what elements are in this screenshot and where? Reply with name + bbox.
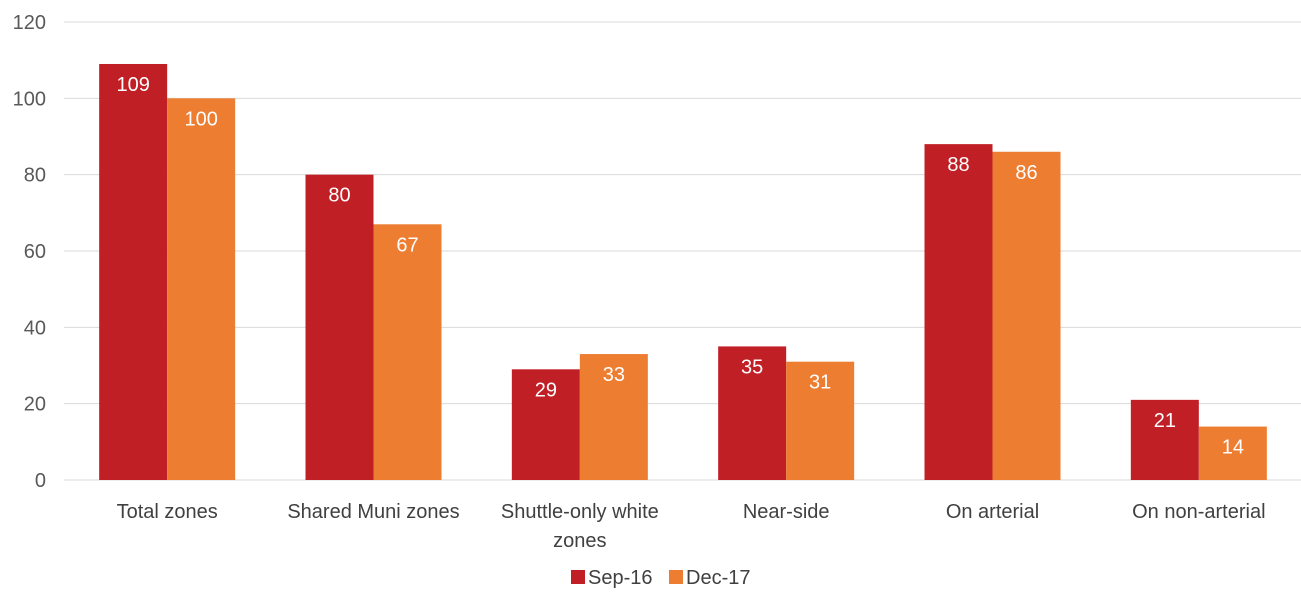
- bars: [99, 63, 1267, 480]
- x-tick-label: On non-arterial: [1132, 501, 1265, 523]
- y-tick-label: 60: [24, 241, 46, 263]
- bar: [1130, 399, 1199, 480]
- x-tick-label: On arterial: [946, 501, 1039, 523]
- data-label: 31: [809, 372, 831, 394]
- x-tick-label: zones: [553, 530, 606, 552]
- gridlines: [64, 21, 1301, 481]
- data-label: 109: [116, 74, 149, 96]
- y-tick-label: 20: [24, 394, 46, 416]
- bar: [718, 346, 787, 480]
- x-tick-label: Shared Muni zones: [287, 501, 459, 523]
- bar: [99, 63, 168, 480]
- x-tick-label: Total zones: [117, 501, 218, 523]
- data-label: 88: [947, 154, 969, 176]
- bar: [1198, 426, 1267, 480]
- legend-label: Sep-16: [588, 567, 653, 589]
- x-axis: Total zones Shared Muni zones Shuttle-only…: [117, 501, 1266, 552]
- bar: [305, 174, 374, 480]
- data-label: 14: [1222, 437, 1244, 459]
- legend-label: Dec-17: [686, 567, 750, 589]
- data-label: 33: [603, 364, 625, 386]
- y-tick-label: 80: [24, 165, 46, 187]
- data-label: 29: [535, 379, 557, 401]
- bar: [579, 354, 648, 480]
- bar: [924, 144, 993, 480]
- data-label: 86: [1015, 162, 1037, 184]
- legend-item: Dec-17: [669, 567, 750, 589]
- data-label: 100: [184, 108, 217, 130]
- x-tick-label: Shuttle-only white: [501, 501, 659, 523]
- legend: Sep-16 Dec-17: [571, 567, 750, 589]
- y-axis: 0 20 40 60 80 100 120: [13, 12, 46, 492]
- bar: [511, 369, 580, 480]
- data-label: 80: [328, 185, 350, 207]
- legend-swatch: [571, 570, 585, 584]
- legend-item: Sep-16: [571, 567, 653, 589]
- data-labels: 109 80 29 35 88 21 100 67 33 31 86 14: [116, 74, 1243, 459]
- y-tick-label: 40: [24, 317, 46, 339]
- x-tick-label: Near-side: [743, 501, 830, 523]
- y-tick-label: 120: [13, 12, 46, 34]
- legend-swatch: [669, 570, 683, 584]
- data-label: 21: [1154, 410, 1176, 432]
- data-label: 35: [741, 356, 763, 378]
- bar: [167, 98, 236, 480]
- bar: [786, 361, 855, 480]
- bar: [992, 151, 1061, 480]
- bar: [373, 224, 442, 480]
- y-tick-label: 100: [13, 88, 46, 110]
- data-label: 67: [396, 234, 418, 256]
- y-tick-label: 0: [35, 470, 46, 492]
